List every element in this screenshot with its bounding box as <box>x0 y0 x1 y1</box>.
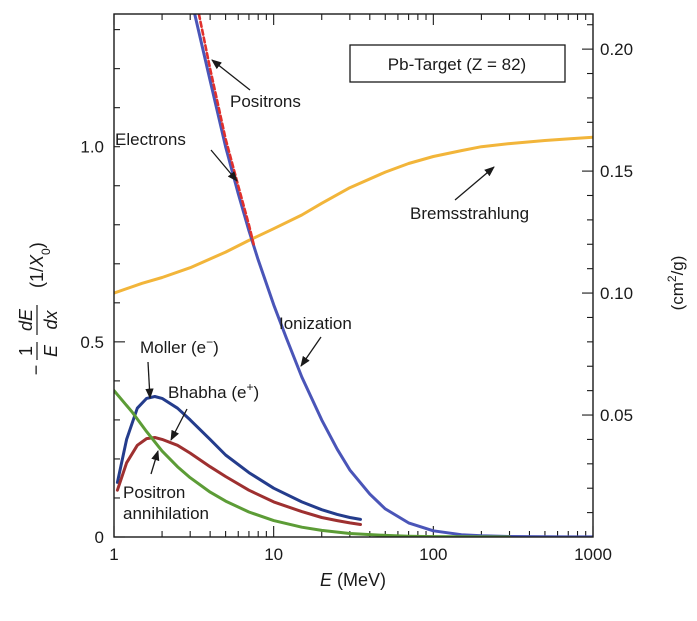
series-positrons-line <box>197 14 255 246</box>
tick-marks <box>113 14 594 538</box>
series-bhabha-line <box>115 436 362 526</box>
y-axis-frac1-den: E <box>41 344 61 357</box>
x-tick-label: 1 <box>109 545 118 564</box>
series-moller-line <box>115 395 362 521</box>
y-axis-frac1-num: 1 <box>16 346 36 356</box>
annotation-bhabha-label: Bhabha (e+) <box>168 380 259 402</box>
annotation-positrons-label: Positrons <box>230 92 301 111</box>
y-axis-unit: (1/X0) <box>27 242 53 288</box>
axis-titles: E (MeV)−1 EdE dx(1/X0)(cm2/g) <box>16 242 687 590</box>
y2-axis-title: (cm2/g) <box>665 256 687 311</box>
y2-tick-label: 0.10 <box>600 284 633 303</box>
annotation-brems-arrow <box>454 166 495 201</box>
annotation-moller-arrow <box>145 361 154 400</box>
y-axis-title: − 1 EdE dx (1/X0) <box>16 242 61 375</box>
annotation-electrons-arrow <box>210 149 238 182</box>
target-box-label: Pb-Target (Z = 82) <box>388 55 526 74</box>
target-box-frame <box>349 44 566 83</box>
y2-axis-label: (cm2/g) <box>665 256 687 311</box>
y-axis-frac2-num: dE <box>16 308 36 331</box>
y2-tick-label: 0.05 <box>600 406 633 425</box>
series-brems-line <box>114 135 593 295</box>
annotation-ionization-label: Ionization <box>279 314 352 333</box>
y-tick-label: 1.0 <box>80 138 104 157</box>
y-tick-label: 0.5 <box>80 333 104 352</box>
series-lines <box>114 14 593 537</box>
y2-tick-label: 0.20 <box>600 40 633 59</box>
annotation-moller-label: Moller (e−) <box>140 335 219 357</box>
x-axis-title: E (MeV) <box>320 570 386 590</box>
annotation-annihilation-arrow <box>150 450 160 475</box>
annotation-positrons-arrow <box>211 59 251 91</box>
y-axis-frac2-den: dx <box>41 309 61 329</box>
x-tick-label: 10 <box>264 545 283 564</box>
annotation-brems-label: Bremsstrahlung <box>410 204 529 223</box>
x-tick-label: 1000 <box>574 545 612 564</box>
target-box: Pb-Target (Z = 82) <box>349 44 566 83</box>
x-tick-label: 100 <box>419 545 447 564</box>
y2-tick-label: 0.15 <box>600 162 633 181</box>
y-tick-label: 0 <box>95 528 104 547</box>
annotations: Positrons Electrons Bremsstrahlung Ionizati… <box>115 59 529 523</box>
annotation-bhabha-arrow <box>170 408 188 441</box>
annotation-annihilation-label: Positron annihilation <box>123 483 209 523</box>
plot-frame <box>113 13 594 538</box>
annotation-electrons-label: Electrons <box>115 130 186 149</box>
tick-labels: 1 10 100 1000 0 0.5 1.0 0.05 0.10 0.15 0.20 <box>80 40 633 564</box>
annotation-ionization-arrow <box>300 336 322 367</box>
y-axis-minus: − <box>26 365 46 376</box>
